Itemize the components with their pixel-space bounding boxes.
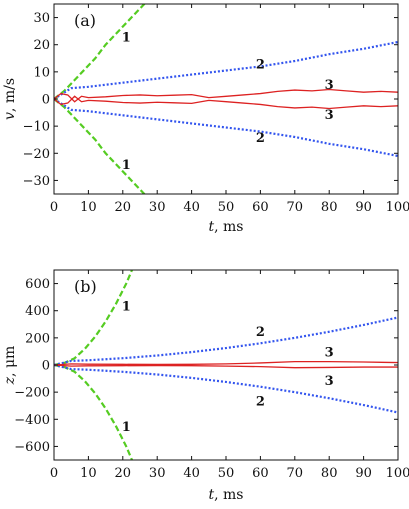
x-tick-label: 90 bbox=[355, 466, 372, 481]
x-axis-label: t, ms bbox=[208, 219, 243, 235]
x-tick-label: 0 bbox=[50, 200, 58, 215]
y-tick-label: 0 bbox=[42, 359, 50, 374]
x-tick-label: 90 bbox=[355, 200, 372, 215]
curve-annotation-1: 1 bbox=[122, 31, 131, 46]
y-tick-label: −30 bbox=[23, 174, 50, 189]
series-line-1-1 bbox=[54, 98, 146, 194]
series-line-2-3 bbox=[54, 363, 398, 414]
curve-annotation-2: 2 bbox=[256, 58, 265, 73]
x-tick-label: 60 bbox=[252, 200, 269, 215]
y-tick-label: −200 bbox=[14, 386, 50, 401]
curve-annotation-1: 1 bbox=[122, 299, 131, 314]
series-group bbox=[54, 4, 398, 194]
y-tick-label: 10 bbox=[33, 65, 50, 80]
curve-annotation-3: 3 bbox=[325, 374, 334, 389]
x-tick-label: 70 bbox=[287, 200, 304, 215]
curve-annotation-2: 2 bbox=[256, 325, 265, 340]
y-tick-label: 0 bbox=[42, 93, 50, 108]
series-line-1-0 bbox=[54, 270, 134, 367]
x-tick-label: 70 bbox=[287, 466, 304, 481]
chart-panel-b: 0 10 20 30 40 50 60 70 80 90 100 −600 −400 −200 0 200 40… bbox=[2, 269, 409, 503]
x-tick-label: 60 bbox=[252, 466, 269, 481]
series-line-3-5 bbox=[54, 364, 398, 369]
curve-annotation-2: 2 bbox=[256, 131, 265, 146]
x-tick-label: 80 bbox=[321, 200, 338, 215]
x-tick-label: 0 bbox=[50, 466, 58, 481]
plot-frame bbox=[53, 3, 399, 195]
y-tick-label: −20 bbox=[23, 147, 50, 162]
x-tick-label: 40 bbox=[183, 200, 200, 215]
x-axis-label: t, ms bbox=[208, 487, 243, 503]
series-line-3-5 bbox=[54, 95, 398, 110]
series-line-3-4 bbox=[54, 360, 398, 366]
y-tick-label: 600 bbox=[25, 277, 50, 292]
curve-annotation-3: 3 bbox=[325, 108, 334, 123]
y-tick-label: −400 bbox=[14, 413, 50, 428]
panel-label: (a) bbox=[74, 11, 96, 30]
curve-annotation-1: 1 bbox=[122, 420, 131, 435]
x-tick-label: 50 bbox=[218, 200, 235, 215]
series-group bbox=[54, 270, 398, 460]
curve-annotation-1: 1 bbox=[122, 158, 131, 173]
x-tick-label: 80 bbox=[321, 466, 338, 481]
y-tick-label: 200 bbox=[25, 331, 50, 346]
plot-frame bbox=[53, 269, 399, 461]
x-tick-label: 40 bbox=[183, 466, 200, 481]
x-tick-label: 10 bbox=[80, 466, 97, 481]
series-line-3-4 bbox=[54, 88, 398, 103]
x-tick-label: 100 bbox=[386, 200, 409, 215]
x-tick-label: 30 bbox=[149, 200, 166, 215]
y-tick-label: 30 bbox=[33, 11, 50, 26]
y-axis-label: z, μm bbox=[2, 346, 18, 386]
y-tick-label: 20 bbox=[33, 38, 50, 53]
x-tick-label: 50 bbox=[218, 466, 235, 481]
x-tick-label: 30 bbox=[149, 466, 166, 481]
panel-label: (b) bbox=[74, 277, 97, 296]
x-tick-label: 100 bbox=[386, 466, 409, 481]
x-tick-label: 20 bbox=[115, 200, 132, 215]
curve-annotation-3: 3 bbox=[325, 78, 334, 93]
series-line-1-1 bbox=[54, 363, 134, 460]
y-tick-label: −600 bbox=[14, 440, 50, 455]
curve-annotation-2: 2 bbox=[256, 394, 265, 409]
series-line-1-0 bbox=[54, 4, 146, 100]
curve-annotation-3: 3 bbox=[325, 345, 334, 360]
y-tick-label: −10 bbox=[23, 120, 50, 135]
y-tick-label: 400 bbox=[25, 304, 50, 319]
series-line-2-2 bbox=[54, 316, 398, 367]
x-tick-label: 10 bbox=[80, 200, 97, 215]
y-axis-label: v, m/s bbox=[2, 78, 18, 120]
x-tick-label: 20 bbox=[115, 466, 132, 481]
chart-panel-a: 0 10 20 30 40 50 60 70 80 90 100 −30 −20 −10 0 10 20 30 t,… bbox=[2, 3, 409, 235]
